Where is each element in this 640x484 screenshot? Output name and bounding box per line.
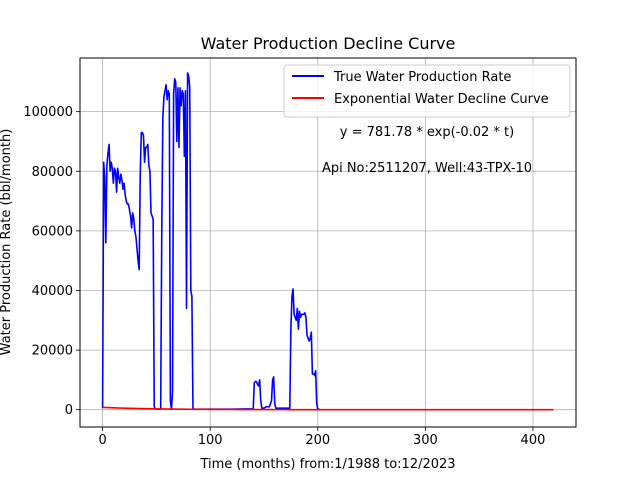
y-tick-label: 0 xyxy=(65,403,73,418)
chart-title: Water Production Decline Curve xyxy=(201,34,456,53)
legend-label-true-rate: True Water Production Rate xyxy=(333,70,511,85)
series-line-exponential-curve xyxy=(102,406,554,411)
y-tick-label: 60000 xyxy=(32,224,73,239)
series-line-true-rate xyxy=(101,72,321,411)
x-tick-label: 400 xyxy=(521,433,546,448)
legend-label-exponential-curve: Exponential Water Decline Curve xyxy=(334,92,549,107)
plot-frame xyxy=(79,57,577,428)
x-tick-label: 100 xyxy=(198,433,223,448)
legend: True Water Production Rate Exponential W… xyxy=(283,64,571,118)
x-axis-label: Time (months) from:1/1988 to:12/2023 xyxy=(199,457,455,472)
x-tick-label: 300 xyxy=(413,433,438,448)
annotation-well-info: Api No:2511207, Well:43-TPX-10 xyxy=(322,161,532,176)
legend-box xyxy=(283,64,571,118)
y-tick-label: 40000 xyxy=(32,284,73,299)
y-ticks: 0 20000 40000 60000 80000 100000 xyxy=(23,105,80,418)
y-axis-label: Water Production Rate (bbl/month) xyxy=(0,129,14,356)
annotation-equation: y = 781.78 * exp(-0.02 * t) xyxy=(340,125,514,140)
y-tick-label: 80000 xyxy=(32,165,73,180)
x-tick-label: 200 xyxy=(305,433,330,448)
y-tick-label: 20000 xyxy=(32,344,73,359)
y-tick-label: 100000 xyxy=(23,105,73,120)
x-tick-label: 0 xyxy=(98,433,106,448)
plot-lines xyxy=(101,72,554,411)
x-ticks: 0 100 200 300 400 xyxy=(98,427,545,448)
